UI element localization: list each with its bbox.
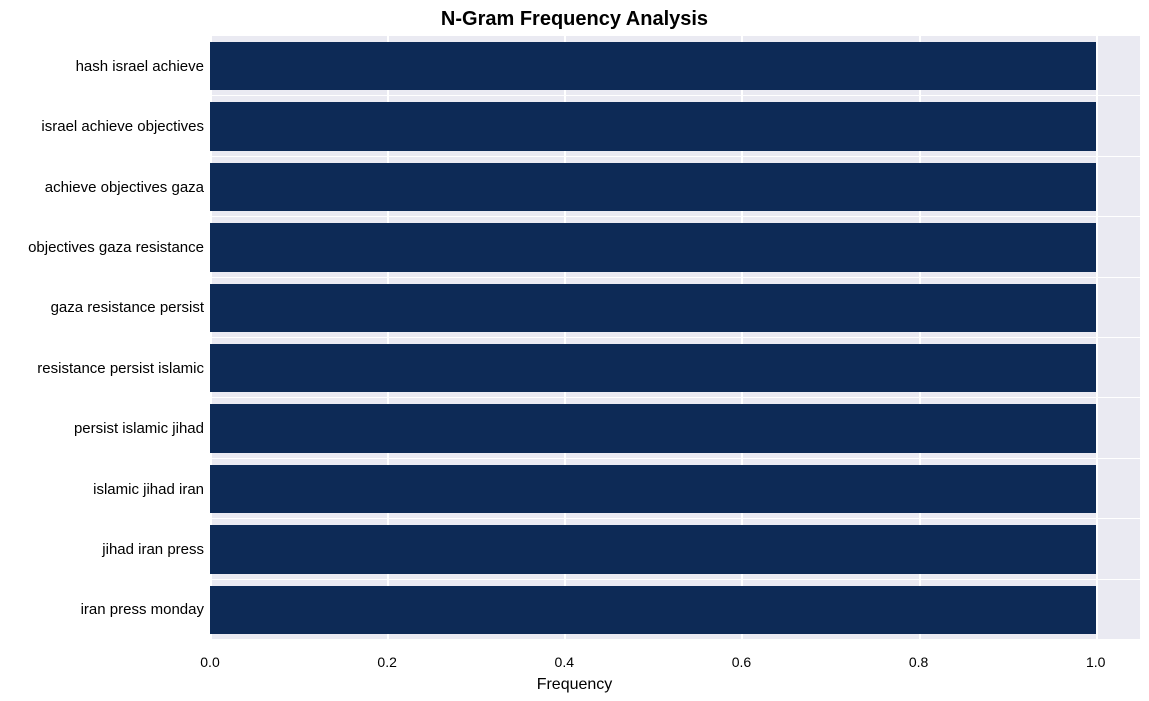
- y-tick-label: jihad iran press: [102, 541, 210, 558]
- y-tick-label: persist islamic jihad: [74, 420, 210, 437]
- x-tick-label: 0.2: [377, 640, 396, 670]
- y-tick-label: resistance persist islamic: [37, 360, 210, 377]
- bar: [210, 525, 1096, 573]
- bar: [210, 586, 1096, 634]
- chart-title: N-Gram Frequency Analysis: [0, 8, 1149, 31]
- bar: [210, 344, 1096, 392]
- x-tick-label: 0.8: [909, 640, 928, 670]
- x-tick-label: 0.0: [200, 640, 219, 670]
- x-tick-label: 1.0: [1086, 640, 1105, 670]
- bar: [210, 465, 1096, 513]
- bar: [210, 404, 1096, 452]
- bar: [210, 42, 1096, 90]
- bar: [210, 284, 1096, 332]
- y-tick-label: israel achieve objectives: [41, 118, 210, 135]
- grid-line: [1096, 36, 1098, 640]
- x-axis-label: Frequency: [0, 676, 1149, 694]
- bar: [210, 102, 1096, 150]
- ngram-frequency-chart: N-Gram Frequency Analysis hash israel ac…: [0, 0, 1149, 701]
- plot-area: hash israel achieveisrael achieve object…: [210, 36, 1140, 640]
- y-tick-label: gaza resistance persist: [51, 299, 210, 316]
- y-tick-label: islamic jihad iran: [93, 481, 210, 498]
- x-tick-label: 0.4: [555, 640, 574, 670]
- bar: [210, 223, 1096, 271]
- y-tick-label: objectives gaza resistance: [28, 239, 210, 256]
- grid-gap: [210, 639, 1140, 640]
- bar: [210, 163, 1096, 211]
- y-tick-label: iran press monday: [81, 601, 210, 618]
- x-tick-label: 0.6: [732, 640, 751, 670]
- y-tick-label: achieve objectives gaza: [45, 179, 210, 196]
- y-tick-label: hash israel achieve: [76, 58, 210, 75]
